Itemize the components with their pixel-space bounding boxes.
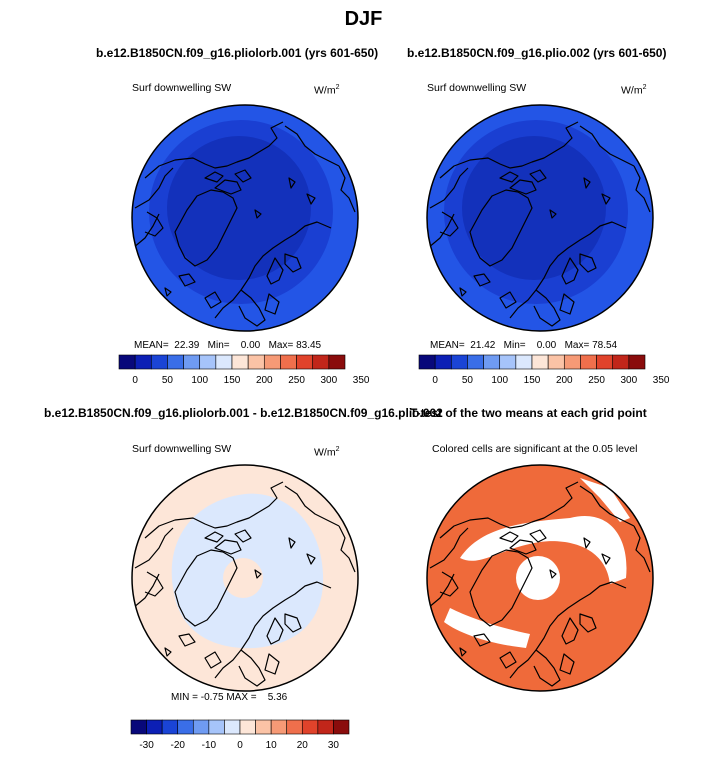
panel-2-units: W/m2: [621, 84, 647, 97]
panel-3-units: W/m2: [314, 446, 340, 459]
panel-2-title: b.e12.B1850CN.f09_g16.plio.002 (yrs 601-…: [407, 46, 667, 60]
map-inner-region: [167, 136, 311, 280]
panel-1-colorbar-swatch: [134, 354, 152, 370]
panel-2-colorbar: 0 50 100 150 200 250 300 350: [418, 354, 670, 386]
panel-2-colorbar-swatch: [612, 354, 630, 370]
panel-2-colorbar-tick-label: 100: [491, 375, 508, 386]
map-inner-region: [462, 136, 606, 280]
panel-1-map: [132, 105, 358, 331]
panel-2-stats: MEAN= 21.42 Min= 0.00 Max= 78.54: [430, 340, 618, 351]
panel-2-colorbar-swatch: [547, 354, 565, 370]
panel-2-colorbar-swatch: [499, 354, 517, 370]
panel-3-variable-label: Surf downwelling SW: [132, 443, 232, 455]
panel-4-map-border: [426, 464, 654, 692]
panel-2-map-border: [426, 104, 654, 332]
panel-3-colorbar-tick-label: 10: [266, 740, 278, 751]
panel-1-colorbar-swatch: [183, 354, 201, 370]
panel-3-colorbar-swatch: [333, 719, 350, 735]
panel-2-colorbar-tick-label: 0: [432, 375, 438, 386]
panel-2-colorbar-tick-label: 300: [621, 375, 638, 386]
panel-3-colorbar-swatch: [130, 719, 147, 735]
panel-3-colorbar: -30 -20 -10 0 10 20 30: [130, 719, 350, 751]
panel-1-colorbar-tick-label: 150: [224, 375, 241, 386]
panel-2-colorbar-swatch: [531, 354, 549, 370]
panel-2-colorbar-swatch: [596, 354, 614, 370]
panel-2-colorbar-tick-label: 200: [556, 375, 573, 386]
panel-1-colorbar-tick-label: 50: [162, 375, 174, 386]
panel-1-units: W/m2: [314, 84, 340, 97]
insignificant-region: [444, 608, 530, 648]
pole-hole: [516, 556, 560, 600]
panel-1-colorbar-swatch: [167, 354, 184, 370]
panel-1-colorbar-swatch: [118, 354, 136, 370]
panel-3-map: [132, 465, 358, 691]
panel-3-title: b.e12.B1850CN.f09_g16.pliolorb.001 - b.e…: [44, 406, 443, 420]
panel-3-colorbar-swatch: [255, 719, 272, 735]
panel-2-colorbar-swatch: [467, 354, 484, 370]
figure-title: DJF: [344, 8, 383, 30]
panel-4-note: Colored cells are significant at the 0.0…: [432, 443, 638, 455]
panel-2-colorbar-swatch: [418, 354, 436, 370]
panel-1-colorbar-swatch: [150, 354, 168, 370]
panel-2-colorbar-tick-label: 350: [653, 375, 670, 386]
panel-4-map: [427, 465, 653, 691]
panel-3-colorbar-tick-label: -10: [202, 740, 217, 751]
panel-3-colorbar-tick-label: 30: [328, 740, 340, 751]
panel-3-map-border: [131, 464, 359, 692]
panel-1-colorbar: 0 50 100 150 200 250 300 350: [118, 354, 370, 386]
panel-2-colorbar-swatch: [628, 354, 646, 370]
panel-3-colorbar-swatch: [146, 719, 163, 735]
panel-3-colorbar-swatch: [270, 719, 288, 735]
panel-1-colorbar-swatch: [312, 354, 330, 370]
panel-3-colorbar-swatch: [161, 719, 179, 735]
panel-2-colorbar-swatch: [515, 354, 533, 370]
panel-3-colorbar-tick-label: -20: [170, 740, 185, 751]
panel-1-colorbar-swatch: [247, 354, 265, 370]
panel-2-colorbar-swatch: [580, 354, 597, 370]
panel-2-colorbar-tick-label: 250: [588, 375, 605, 386]
panel-1-colorbar-tick-label: 0: [132, 375, 138, 386]
panel-1-map-border: [131, 104, 359, 332]
panel-3-stats: MIN = -0.75 MAX = 5.36: [171, 692, 288, 703]
panel-3-colorbar-tick-label: -30: [139, 740, 154, 751]
panel-3-colorbar-swatch: [208, 719, 225, 735]
pole-hole: [223, 558, 263, 598]
panel-4-title: T-test of the two means at each grid poi…: [410, 406, 647, 420]
panel-1-colorbar-swatch: [296, 354, 314, 370]
panel-1-colorbar-tick-label: 250: [288, 375, 305, 386]
panel-1-colorbar-swatch: [328, 354, 346, 370]
panel-1-stats: MEAN= 22.39 Min= 0.00 Max= 83.45: [134, 340, 322, 351]
panel-1-title: b.e12.B1850CN.f09_g16.pliolorb.001 (yrs …: [96, 46, 379, 60]
panel-1-colorbar-tick-label: 350: [353, 375, 370, 386]
panel-1-colorbar-swatch: [263, 354, 281, 370]
panel-2-colorbar-swatch: [563, 354, 581, 370]
panel-3-colorbar-swatch: [317, 719, 334, 735]
panel-1-colorbar-tick-label: 100: [191, 375, 208, 386]
panel-2-colorbar-swatch: [434, 354, 452, 370]
panel-1-colorbar-swatch: [280, 354, 297, 370]
panel-1-colorbar-swatch: [215, 354, 233, 370]
panel-3-colorbar-tick-label: 0: [237, 740, 243, 751]
panel-1-colorbar-tick-label: 200: [256, 375, 273, 386]
panel-2-colorbar-tick-label: 50: [462, 375, 474, 386]
panel-1-colorbar-swatch: [199, 354, 217, 370]
insignificant-region: [460, 516, 627, 584]
panel-2-variable-label: Surf downwelling SW: [427, 82, 527, 94]
panel-2-colorbar-swatch: [450, 354, 468, 370]
panel-2-colorbar-tick-label: 150: [524, 375, 541, 386]
panel-3-colorbar-swatch: [192, 719, 210, 735]
panel-3-colorbar-swatch: [224, 719, 241, 735]
panel-3-colorbar-swatch: [286, 719, 303, 735]
panel-1-colorbar-tick-label: 300: [321, 375, 338, 386]
panel-2-map: [427, 105, 653, 331]
insignificant-region: [580, 478, 630, 522]
panel-2-colorbar-swatch: [483, 354, 501, 370]
panel-1-colorbar-swatch: [231, 354, 249, 370]
panel-3-colorbar-swatch: [177, 719, 194, 735]
panel-3-colorbar-swatch: [301, 719, 319, 735]
panel-3-colorbar-tick-label: 20: [297, 740, 309, 751]
panel-1-variable-label: Surf downwelling SW: [132, 82, 232, 94]
panel-3-colorbar-swatch: [239, 719, 256, 735]
